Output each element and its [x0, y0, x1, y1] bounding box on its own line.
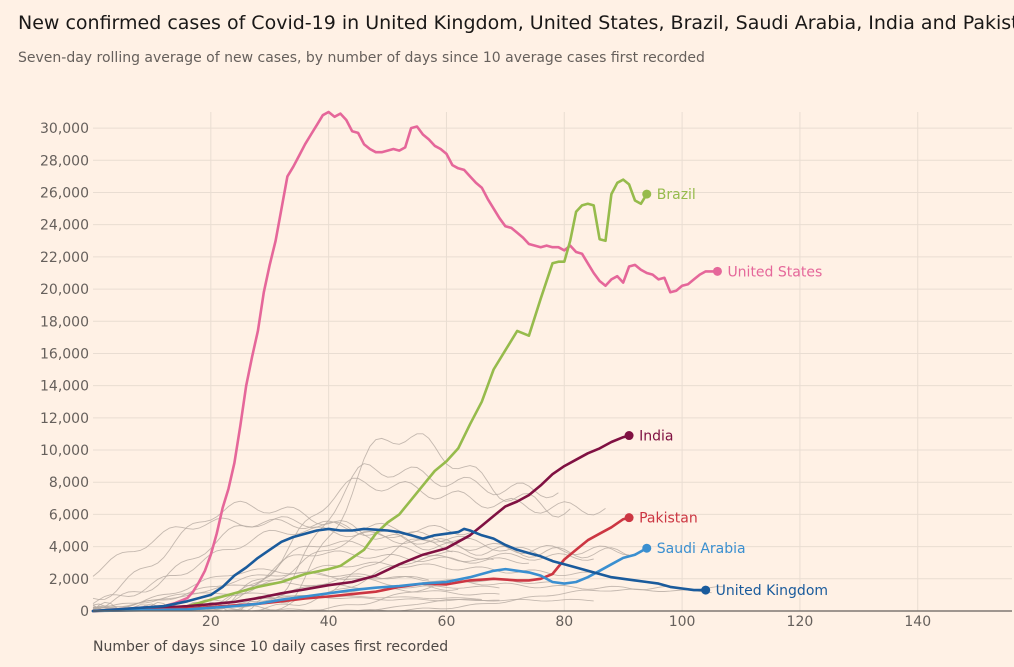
- x-tick-label: 100: [669, 614, 696, 630]
- series-label: United States: [727, 264, 822, 280]
- y-tick-label: 20,000: [40, 282, 89, 298]
- x-axis-label: Number of days since 10 daily cases firs…: [93, 639, 448, 655]
- background-series-line: [92, 592, 594, 609]
- y-tick-label: 22,000: [40, 250, 89, 266]
- y-tick-label: 4,000: [49, 540, 89, 556]
- series-end-marker: [624, 431, 634, 441]
- series-end-marker: [642, 189, 652, 199]
- chart-subtitle: Seven-day rolling average of new cases, …: [18, 50, 705, 66]
- x-tick-label: 60: [438, 614, 456, 630]
- series-line: [91, 178, 649, 613]
- x-tick-label: 40: [320, 614, 338, 630]
- y-tick-label: 2,000: [49, 572, 89, 588]
- axes: 0 2,000 4,000 6,000 8,000 10,000 12,000 14,000 1…: [40, 121, 1012, 630]
- x-tick-label: 140: [904, 614, 931, 630]
- y-tick-label: 28,000: [40, 153, 89, 169]
- y-tick-label: 30,000: [40, 121, 89, 137]
- y-tick-label: 0: [80, 604, 89, 620]
- gridlines: [93, 112, 1012, 612]
- background-series-line: [92, 500, 630, 601]
- y-tick-label: 10,000: [40, 443, 89, 459]
- highlighted-series: United States Brazil India Pakistan Saudi Ar…: [91, 110, 828, 613]
- y-tick-label: 6,000: [49, 507, 89, 523]
- x-tick-label: 80: [555, 614, 573, 630]
- y-tick-label: 8,000: [49, 475, 89, 491]
- y-tick-label: 14,000: [40, 379, 89, 395]
- background-series-line: [93, 516, 630, 610]
- series-end-marker: [642, 543, 652, 553]
- background-series-line: [92, 526, 453, 604]
- series-line: [91, 527, 707, 613]
- y-tick-label: 16,000: [40, 346, 89, 362]
- chart-title: New confirmed cases of Covid-19 in Unite…: [18, 12, 1014, 34]
- background-series-line: [92, 517, 471, 577]
- series-end-marker: [712, 266, 722, 276]
- series-label: Brazil: [657, 187, 696, 203]
- series-label: Pakistan: [639, 511, 698, 527]
- series-label: United Kingdom: [716, 583, 828, 599]
- x-tick-label: 20: [202, 614, 220, 630]
- x-tick-label: 120: [787, 614, 814, 630]
- y-tick-label: 12,000: [40, 411, 89, 427]
- series-line: [91, 434, 631, 613]
- y-tick-label: 18,000: [40, 314, 89, 330]
- series-end-marker: [624, 513, 634, 523]
- y-tick-label: 24,000: [40, 218, 89, 234]
- series-end-marker: [701, 585, 711, 595]
- series-line: [91, 110, 719, 613]
- series-label: India: [639, 429, 673, 445]
- series-line: [91, 546, 649, 613]
- series-label: Saudi Arabia: [657, 541, 746, 557]
- y-tick-label: 26,000: [40, 185, 89, 201]
